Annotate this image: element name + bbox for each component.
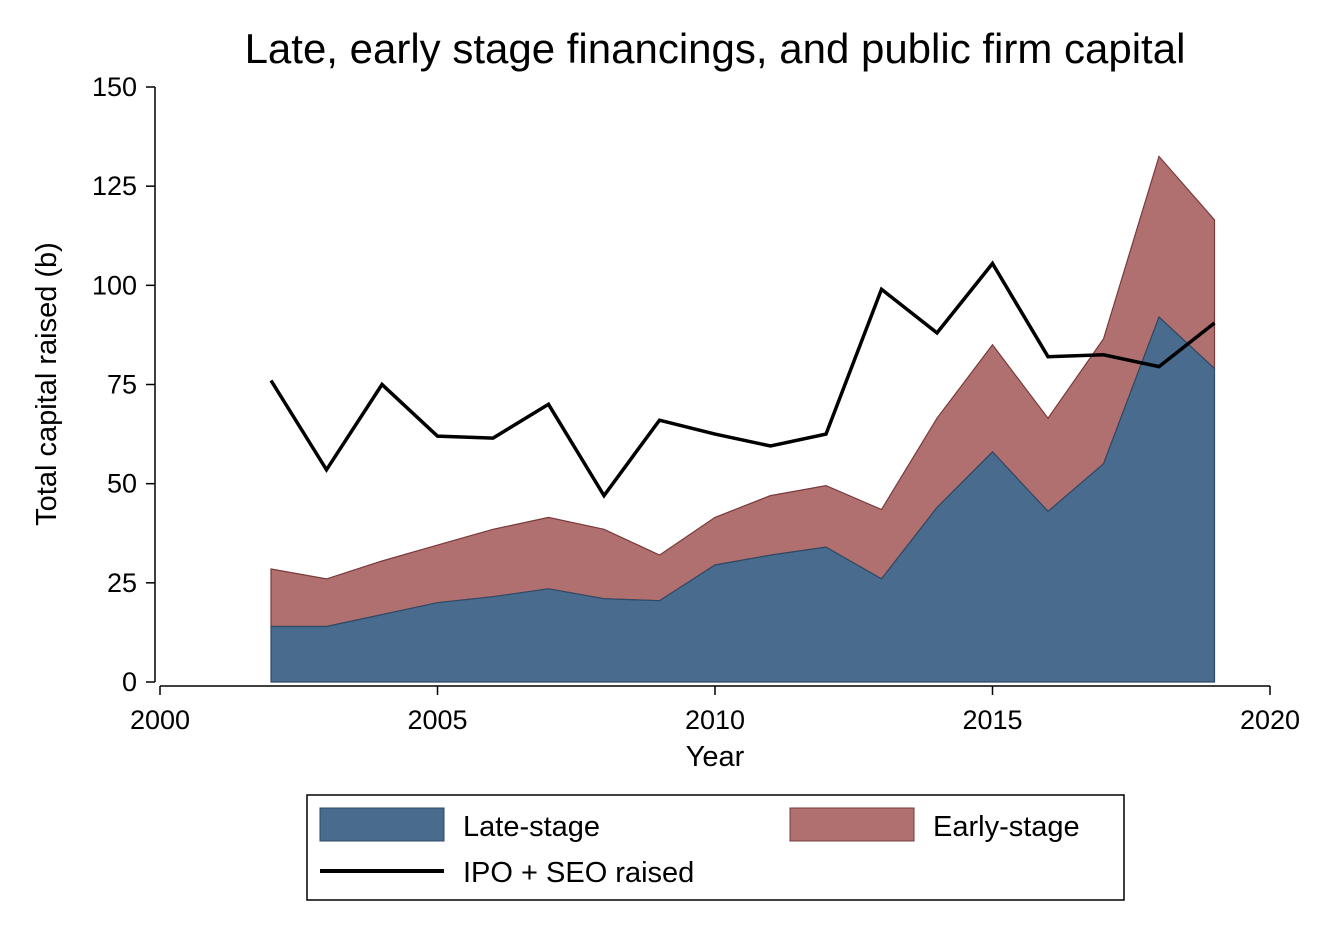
y-tick-label: 100 <box>92 270 137 300</box>
y-tick-label: 75 <box>107 370 137 400</box>
y-axis: 0 25 50 75 100 125 150 <box>92 72 156 697</box>
x-axis-title: Year <box>686 741 745 773</box>
x-tick-label: 2020 <box>1240 705 1300 735</box>
y-tick-label: 150 <box>92 72 137 102</box>
x-tick-label: 2010 <box>685 705 745 735</box>
y-tick-label: 25 <box>107 568 137 598</box>
y-tick-label: 125 <box>92 171 137 201</box>
plot-lines <box>269 260 1216 499</box>
plot-areas <box>270 155 1216 683</box>
y-tick-label: 0 <box>122 667 137 697</box>
area-late-stage <box>270 316 1216 683</box>
x-tick-label: 2000 <box>130 705 190 735</box>
legend-swatch-late-stage <box>319 807 445 842</box>
legend-label-ipo-seo: IPO + SEO raised <box>463 857 694 889</box>
line-ipo-seo <box>269 260 1216 499</box>
x-tick-label: 2005 <box>407 705 467 735</box>
legend: Late-stage Early-stage IPO + SEO raised <box>306 794 1125 901</box>
legend-label-late-stage: Late-stage <box>463 811 600 843</box>
x-tick-label: 2015 <box>962 705 1022 735</box>
y-tick-label: 50 <box>107 469 137 499</box>
legend-swatch-early-stage <box>789 807 915 842</box>
x-axis: 2000 2005 2010 2015 2020 <box>130 685 1300 735</box>
y-axis-title: Total capital raised (b) <box>31 242 63 526</box>
chart-title: Late, early stage financings, and public… <box>245 25 1186 72</box>
legend-label-early-stage: Early-stage <box>933 811 1080 843</box>
